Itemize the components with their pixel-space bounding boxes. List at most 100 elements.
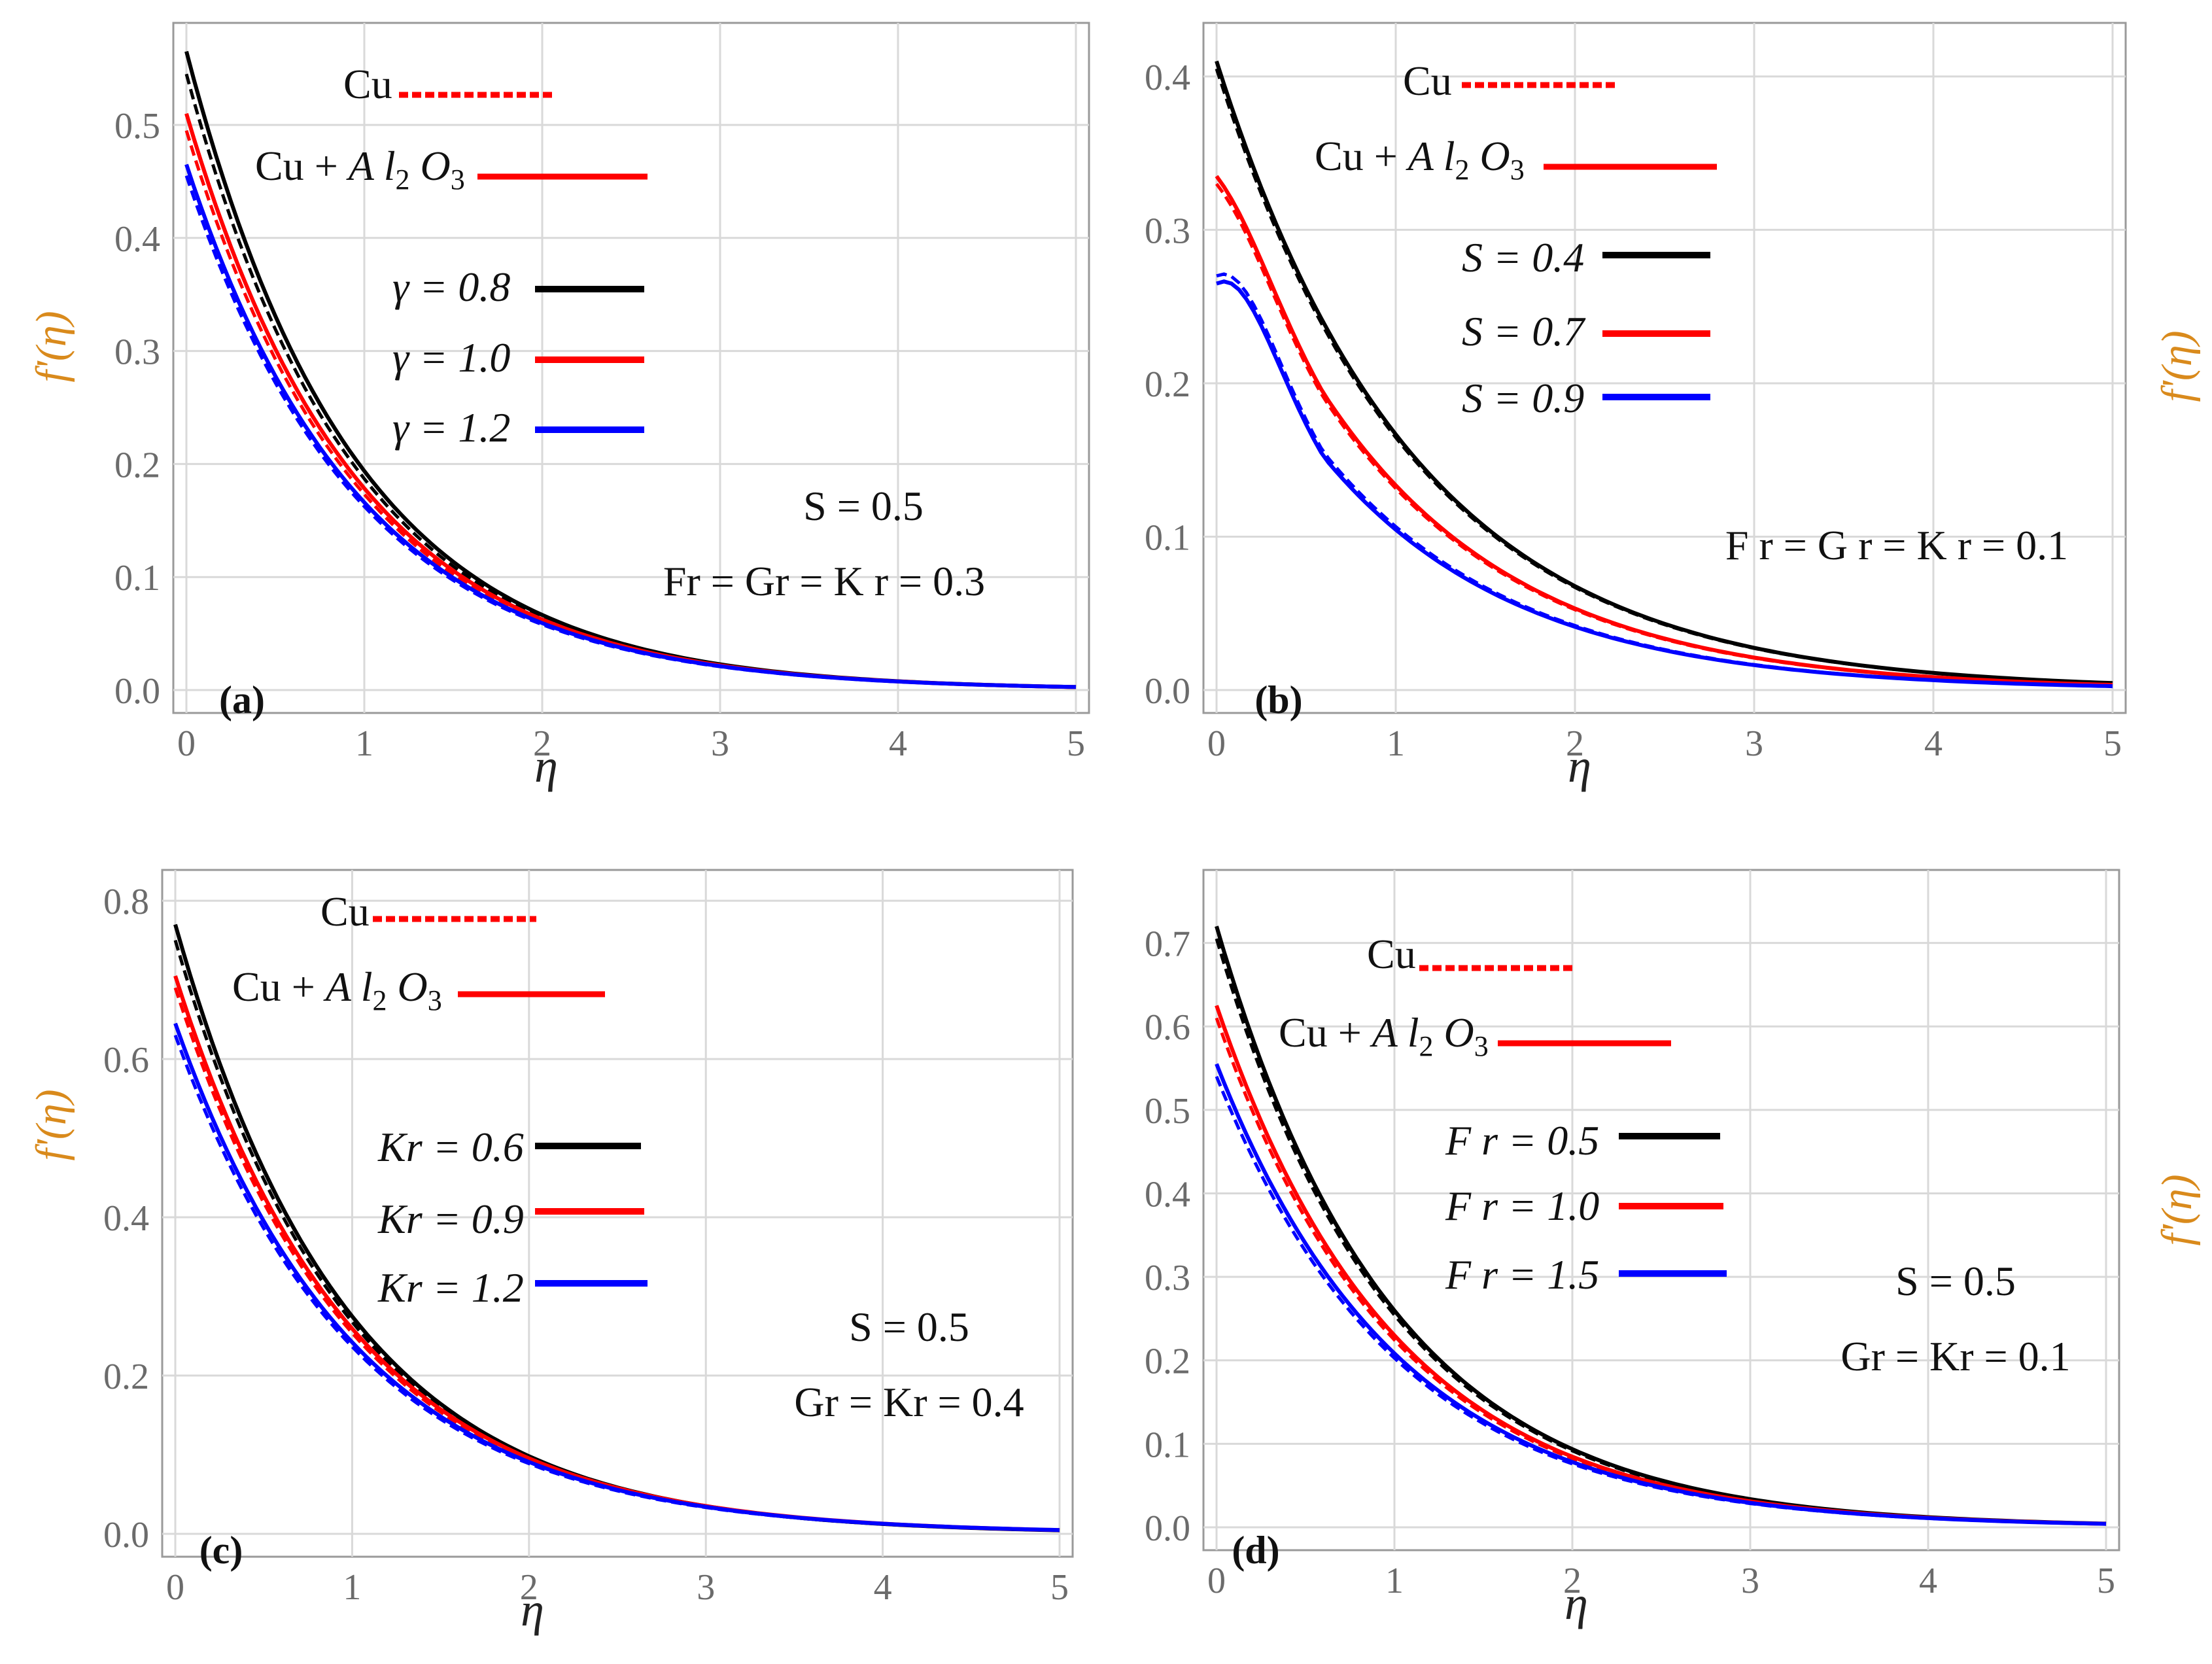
panel-d-annotation: S = 0.5 bbox=[1895, 1258, 2016, 1304]
panel-d-panel-label: (d) bbox=[1232, 1529, 1279, 1572]
panel-c-xtick-label: 4 bbox=[874, 1567, 892, 1608]
panel-b-panel-label: (b) bbox=[1254, 678, 1302, 721]
panel-c-ytick-label: 0.6 bbox=[103, 1040, 149, 1081]
panel-c-xtick-label: 3 bbox=[697, 1567, 715, 1608]
panel-c-ytick-label: 0.8 bbox=[103, 882, 149, 922]
panel-c-legend-fluid-label: Cu + A l2 O3 bbox=[232, 963, 442, 1016]
panel-b-xlabel: η bbox=[1568, 740, 1591, 792]
panel-b-series-line bbox=[1215, 182, 2113, 687]
panel-c-series-line bbox=[173, 939, 1060, 1533]
panel-c-xtick-label: 5 bbox=[1050, 1567, 1069, 1608]
panel-a-xtick-label: 3 bbox=[711, 723, 729, 764]
panel-c-annotation: S = 0.5 bbox=[849, 1304, 969, 1350]
panel-d-annotation: Gr = Kr = 0.1 bbox=[1840, 1333, 2070, 1379]
panel-a-ytick-label: 0.0 bbox=[114, 671, 160, 712]
panel-b-xtick-label: 1 bbox=[1387, 723, 1405, 764]
panel-a-annotation: Fr = Gr = K r = 0.3 bbox=[663, 558, 985, 604]
panel-c-series-line bbox=[173, 1034, 1060, 1532]
panel-a-annotation: S = 0.5 bbox=[803, 483, 924, 529]
panel-d-xtick-label: 1 bbox=[1385, 1561, 1404, 1601]
panel-b-xtick-label: 4 bbox=[1924, 723, 1943, 764]
panel-c-legend-fluid-label: Cu bbox=[320, 888, 370, 935]
panel-d-ytick-label: 0.7 bbox=[1145, 924, 1190, 965]
panel-b-ytick-label: 0.0 bbox=[1145, 671, 1190, 712]
panel-c-legend-param-label: Kr = 1.2 bbox=[377, 1264, 524, 1311]
panel-a-xtick-label: 2 bbox=[533, 723, 551, 764]
panel-b-ytick-label: 0.2 bbox=[1145, 364, 1190, 405]
panel-d-xtick-label: 3 bbox=[1741, 1561, 1759, 1601]
panel-b-ytick-label: 0.1 bbox=[1145, 517, 1190, 558]
panel-b-legend-param-label: S = 0.9 bbox=[1462, 375, 1584, 421]
panel-a-xtick-label: 4 bbox=[889, 723, 907, 764]
panel-c-xtick-label: 2 bbox=[520, 1567, 538, 1608]
panel-d-ytick-label: 0.5 bbox=[1145, 1091, 1190, 1132]
panel-a-ytick-label: 0.3 bbox=[114, 332, 160, 373]
panel-a-legend-param-label: γ = 0.8 bbox=[392, 264, 510, 310]
panel-b-ylabel: f'(η) bbox=[2153, 330, 2201, 402]
panel-b-xtick-label: 2 bbox=[1566, 723, 1584, 764]
panel-c-annotation: Gr = Kr = 0.4 bbox=[794, 1379, 1024, 1425]
panel-d-legend-fluid-label: Cu bbox=[1367, 931, 1416, 977]
panel-d-ytick-label: 0.0 bbox=[1145, 1508, 1190, 1549]
panel-a-ytick-label: 0.2 bbox=[114, 445, 160, 485]
panel-c-legend-param-label: Kr = 0.9 bbox=[377, 1196, 524, 1242]
panel-c: 0.0 0.2 0.4 0.6 0.8 0 1 2 3 4 5 η f'(η) (c) Cu Cu + A l… bbox=[27, 869, 1074, 1636]
panel-b-xtick-label: 0 bbox=[1207, 723, 1226, 764]
panel-a-xtick-label: 0 bbox=[177, 723, 196, 764]
panel-b-series-line bbox=[1215, 68, 2113, 685]
panel-a-series-line bbox=[184, 164, 1077, 689]
panel-d-xtick-label: 4 bbox=[1919, 1561, 1937, 1601]
panel-d-legend-param-label: F r = 0.5 bbox=[1445, 1117, 1599, 1164]
panel-d: 0.0 0.1 0.2 0.3 0.4 0.5 0.6 0.7 0 1 2 3 4 5 η f'(η) (d) C… bbox=[1145, 869, 2201, 1629]
panel-b: 0.0 0.1 0.2 0.3 0.4 0 1 2 3 4 5 η f'(η) (b) Cu Cu + A l… bbox=[1145, 22, 2201, 792]
panel-c-xlabel: η bbox=[521, 1584, 544, 1636]
panel-c-ytick-label: 0.4 bbox=[103, 1198, 149, 1239]
panel-a-ytick-label: 0.5 bbox=[114, 106, 160, 147]
panel-d-ytick-label: 0.1 bbox=[1145, 1425, 1190, 1465]
panel-d-ylabel: f'(η) bbox=[2153, 1174, 2201, 1245]
panel-a-legend-fluid-label: Cu + A l2 O3 bbox=[255, 143, 465, 196]
panel-b-xtick-label: 5 bbox=[2103, 723, 2122, 764]
panel-d-ytick-label: 0.6 bbox=[1145, 1007, 1190, 1048]
panel-a-xtick-label: 5 bbox=[1067, 723, 1085, 764]
panel-a-ytick-label: 0.4 bbox=[114, 219, 160, 260]
panel-b-ytick-label: 0.4 bbox=[1145, 58, 1190, 98]
panel-b-frame bbox=[1202, 22, 2127, 714]
panel-a-xtick-label: 1 bbox=[355, 723, 373, 764]
panel-a-ylabel: f'(η) bbox=[27, 311, 75, 382]
panel-c-ylabel: f'(η) bbox=[27, 1089, 75, 1160]
panel-a-series-line bbox=[184, 73, 1077, 689]
panel-d-xtick-label: 5 bbox=[2097, 1561, 2115, 1601]
panel-d-ytick-label: 0.2 bbox=[1145, 1342, 1190, 1382]
panel-a-frame bbox=[172, 22, 1090, 714]
panel-b-legend-fluid-label: Cu + A l2 O3 bbox=[1315, 133, 1525, 186]
panel-a: 0.0 0.1 0.2 0.3 0.4 0.5 0 1 2 3 4 5 η f'(η) (a) Cu Cu + … bbox=[27, 22, 1090, 792]
panel-c-panel-label: (c) bbox=[199, 1529, 243, 1572]
panel-a-series-line bbox=[184, 175, 1077, 689]
panel-d-ytick-label: 0.3 bbox=[1145, 1258, 1190, 1298]
panel-d-frame bbox=[1202, 869, 2120, 1551]
panel-d-legend-param-label: F r = 1.0 bbox=[1445, 1183, 1599, 1229]
panel-b-series-line bbox=[1216, 272, 2113, 688]
panel-d-xtick-label: 2 bbox=[1563, 1561, 1581, 1601]
panel-b-ytick-label: 0.3 bbox=[1145, 211, 1190, 251]
panel-d-xlabel: η bbox=[1564, 1577, 1588, 1629]
panel-b-legend-param-label: S = 0.4 bbox=[1462, 234, 1584, 281]
panel-c-ytick-label: 0.2 bbox=[103, 1357, 149, 1397]
panel-a-ytick-label: 0.1 bbox=[114, 558, 160, 598]
panel-b-annotation: F r = G r = K r = 0.1 bbox=[1725, 522, 2068, 568]
panel-c-frame bbox=[161, 869, 1074, 1558]
panel-a-xlabel: η bbox=[534, 740, 558, 792]
panel-b-legend-param-label: S = 0.7 bbox=[1462, 308, 1586, 355]
panel-c-ytick-label: 0.0 bbox=[103, 1515, 149, 1555]
panel-c-legend-param-label: Kr = 0.6 bbox=[377, 1124, 524, 1170]
panel-c-xtick-label: 1 bbox=[343, 1567, 361, 1608]
panel-d-legend-fluid-label: Cu + A l2 O3 bbox=[1279, 1009, 1489, 1062]
panel-a-legend-param-label: γ = 1.2 bbox=[392, 404, 510, 451]
panel-d-legend-param-label: F r = 1.5 bbox=[1445, 1251, 1599, 1298]
panel-d-series-line bbox=[1215, 1075, 2107, 1526]
panel-a-legend-fluid-label: Cu bbox=[343, 61, 392, 107]
panel-c-xtick-label: 0 bbox=[166, 1567, 184, 1608]
panel-b-legend-fluid-label: Cu bbox=[1403, 58, 1452, 104]
